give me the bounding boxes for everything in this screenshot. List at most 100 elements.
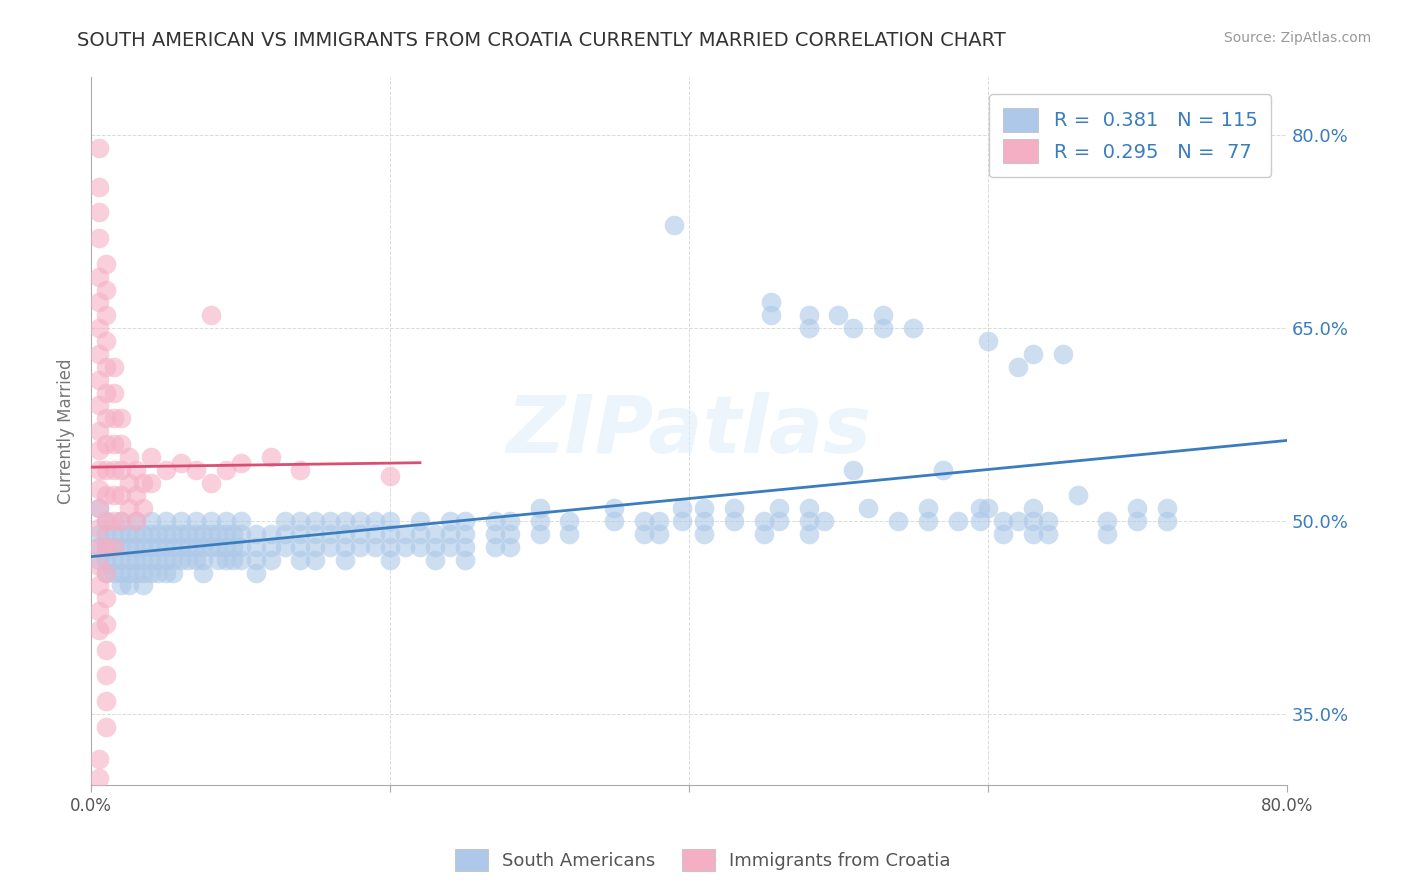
- Point: [768, 514, 790, 528]
- Point: [94, 514, 117, 528]
- Point: [139, 514, 162, 528]
- Point: [1066, 488, 1088, 502]
- Point: [125, 527, 148, 541]
- Point: [148, 552, 170, 566]
- Point: [162, 552, 184, 566]
- Point: [94, 437, 117, 451]
- Point: [1022, 347, 1045, 361]
- Point: [87, 205, 110, 219]
- Point: [110, 488, 132, 502]
- Point: [87, 624, 110, 638]
- Point: [259, 450, 281, 464]
- Point: [117, 540, 139, 554]
- Point: [110, 552, 132, 566]
- Point: [103, 488, 125, 502]
- Point: [87, 752, 110, 766]
- Point: [229, 552, 252, 566]
- Point: [274, 514, 297, 528]
- Point: [603, 501, 626, 516]
- Point: [858, 501, 880, 516]
- Point: [94, 566, 117, 580]
- Point: [200, 540, 222, 554]
- Point: [378, 469, 401, 483]
- Point: [603, 514, 626, 528]
- Point: [274, 540, 297, 554]
- Point: [177, 540, 200, 554]
- Point: [222, 527, 245, 541]
- Point: [454, 527, 477, 541]
- Point: [87, 424, 110, 438]
- Point: [304, 527, 326, 541]
- Point: [215, 540, 238, 554]
- Point: [200, 475, 222, 490]
- Point: [872, 309, 894, 323]
- Point: [110, 527, 132, 541]
- Point: [633, 514, 655, 528]
- Point: [117, 578, 139, 592]
- Point: [1156, 514, 1178, 528]
- Point: [87, 463, 110, 477]
- Point: [87, 578, 110, 592]
- Point: [132, 527, 155, 541]
- Point: [87, 179, 110, 194]
- Point: [103, 540, 125, 554]
- Point: [94, 359, 117, 374]
- Point: [768, 501, 790, 516]
- Point: [245, 552, 267, 566]
- Point: [184, 552, 207, 566]
- Point: [125, 540, 148, 554]
- Point: [304, 552, 326, 566]
- Point: [87, 520, 110, 534]
- Point: [110, 514, 132, 528]
- Point: [94, 540, 117, 554]
- Point: [87, 443, 110, 458]
- Point: [761, 295, 783, 310]
- Point: [103, 566, 125, 580]
- Point: [117, 527, 139, 541]
- Point: [662, 219, 685, 233]
- Point: [797, 501, 820, 516]
- Point: [842, 463, 865, 477]
- Point: [454, 514, 477, 528]
- Point: [319, 540, 342, 554]
- Point: [87, 295, 110, 310]
- Point: [87, 540, 110, 554]
- Point: [693, 514, 716, 528]
- Point: [797, 514, 820, 528]
- Point: [349, 514, 371, 528]
- Point: [364, 527, 387, 541]
- Point: [103, 540, 125, 554]
- Point: [184, 527, 207, 541]
- Point: [439, 514, 461, 528]
- Point: [87, 321, 110, 335]
- Legend: R =  0.381   N = 115, R =  0.295   N =  77: R = 0.381 N = 115, R = 0.295 N = 77: [990, 95, 1271, 177]
- Point: [259, 552, 281, 566]
- Point: [498, 540, 520, 554]
- Point: [304, 540, 326, 554]
- Point: [378, 552, 401, 566]
- Point: [103, 514, 125, 528]
- Point: [842, 321, 865, 335]
- Point: [125, 552, 148, 566]
- Point: [1052, 347, 1074, 361]
- Point: [94, 283, 117, 297]
- Point: [245, 527, 267, 541]
- Point: [215, 514, 238, 528]
- Point: [139, 475, 162, 490]
- Point: [94, 463, 117, 477]
- Point: [103, 385, 125, 400]
- Point: [132, 566, 155, 580]
- Point: [335, 552, 357, 566]
- Point: [693, 527, 716, 541]
- Point: [1036, 514, 1059, 528]
- Point: [87, 559, 110, 574]
- Point: [170, 527, 193, 541]
- Point: [87, 141, 110, 155]
- Point: [439, 540, 461, 554]
- Point: [215, 463, 238, 477]
- Point: [648, 514, 671, 528]
- Point: [155, 540, 177, 554]
- Point: [917, 501, 939, 516]
- Point: [87, 604, 110, 618]
- Point: [887, 514, 910, 528]
